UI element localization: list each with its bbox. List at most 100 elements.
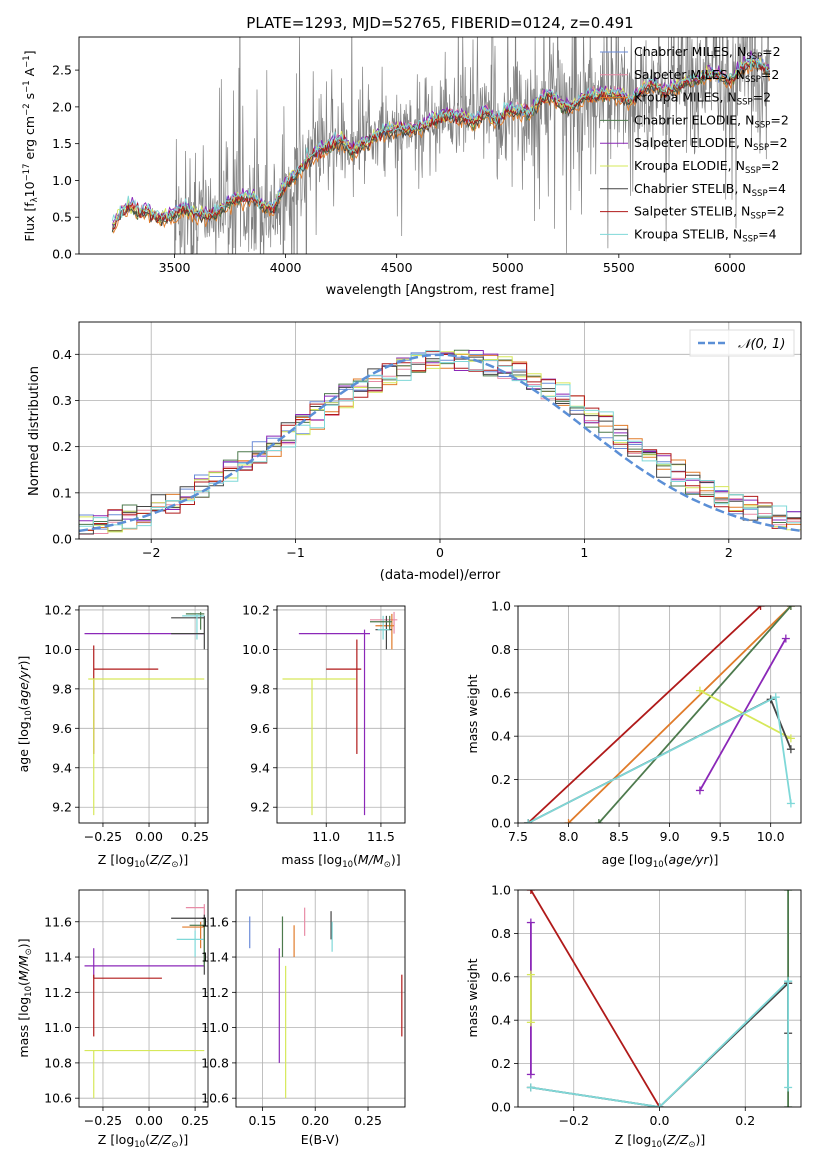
weight-line-chabrier-elodie — [598, 606, 792, 823]
plot-area — [526, 890, 793, 1107]
marker — [784, 1083, 793, 1092]
axes-frame — [78, 36, 802, 255]
x-tick-label: 0.25 — [354, 1113, 382, 1128]
y-tick-label: 0.6 — [491, 969, 511, 984]
y-tick-label: 0.1 — [52, 485, 72, 500]
plot-area — [84, 904, 205, 1099]
legend-box — [689, 329, 795, 357]
error-bar — [189, 918, 205, 966]
plot-area — [249, 907, 403, 1099]
y-tick-label: 9.8 — [250, 681, 270, 696]
x-tick-label: 10.0 — [757, 829, 785, 844]
y-tick-label: 10.8 — [44, 1055, 72, 1070]
y-tick-label: 11.6 — [44, 914, 72, 929]
error-bar — [171, 615, 205, 650]
legend-label: Kroupa ELODIE, NSSP=2 — [634, 158, 779, 176]
marker — [655, 1103, 664, 1107]
x-tick-label: 0.2 — [735, 1113, 755, 1128]
x-tick-label: 3500 — [159, 260, 191, 275]
y-tick-label: 10.6 — [44, 1091, 72, 1106]
x-tick-label: 0.0 — [650, 1113, 670, 1128]
error-bar — [375, 613, 395, 650]
y-tick-label: 2.0 — [52, 99, 72, 114]
marker — [564, 819, 573, 823]
y-tick-label: 9.4 — [250, 760, 270, 775]
marker — [784, 890, 793, 894]
legend-label: Chabrier STELIB, NSSP=4 — [634, 181, 786, 199]
legend-label: Chabrier MILES, NSSP=2 — [634, 44, 781, 62]
x-tick-label: 1 — [580, 545, 588, 560]
x-tick-label: 6000 — [714, 260, 746, 275]
y-tick-label: 10.0 — [44, 642, 72, 657]
error-bar — [377, 615, 390, 640]
weight-vs-age-panel: 7.5 8.0 8.5 9.0 9.5 10.0 0.0 0.2 0.4 0.6 0.8 1.0 age… — [465, 599, 802, 870]
x-tick-label: 11.5 — [367, 829, 395, 844]
y-tick-label: 11.0 — [201, 1020, 229, 1035]
plot-area — [79, 349, 801, 539]
plot-area — [524, 606, 795, 823]
y-tick-label: 11.2 — [44, 985, 72, 1000]
y-tick-label: 9.8 — [52, 681, 72, 696]
grid — [277, 606, 405, 823]
grid — [79, 890, 208, 1107]
x-tick-label: 0.25 — [181, 1113, 209, 1128]
marker — [781, 634, 790, 643]
y-tick-label: 10.2 — [242, 602, 270, 617]
y-tick-label: 0.2 — [491, 1056, 511, 1071]
x-axis-label: wavelength [Angstrom, rest frame] — [326, 283, 555, 298]
weight-vs-metallicity-panel: −0.2 0.0 0.2 0.0 0.2 0.4 0.6 0.8 1.0 Z [log10(Z/Z… — [465, 883, 802, 1150]
x-tick-label: 0.20 — [301, 1113, 329, 1128]
x-tick-label: −0.2 — [559, 1113, 589, 1128]
marker — [524, 819, 533, 823]
y-tick-label: 0.5 — [52, 210, 72, 225]
x-tick-label: 0.15 — [248, 1113, 276, 1128]
y-tick-label: 9.2 — [52, 800, 72, 815]
weight-line-salpeter-stelib — [527, 606, 762, 823]
marker — [526, 890, 535, 894]
x-tick-label: −0.25 — [84, 829, 122, 844]
error-bar — [88, 678, 205, 816]
y-tick-label: 0.8 — [491, 642, 511, 657]
y-tick-label: 11.4 — [44, 950, 72, 965]
y-tick-label: 0.0 — [52, 532, 72, 547]
x-tick-label: 5000 — [492, 260, 524, 275]
marker — [786, 799, 795, 808]
y-tick-label: 0.0 — [491, 816, 511, 831]
axes-frame — [517, 605, 802, 824]
axes-frame — [276, 605, 406, 824]
marker — [784, 1103, 793, 1107]
error-bar — [84, 948, 205, 979]
residual-histogram-panel: −2 −1 0 1 2 0.0 0.1 0.2 0.3 0.4 𝒩(0, 1) (data-model… — [27, 321, 802, 583]
marker — [771, 693, 780, 702]
spectrum-panel: 3500 4000 4500 5000 5500 6000 0.0 0.5 1.0 1.5 2.0 2… — [22, 36, 802, 298]
y-tick-label: 9.6 — [52, 721, 72, 736]
x-tick-label: 0.25 — [181, 829, 209, 844]
x-axis-label: age [log10(age/yr)] — [602, 852, 719, 870]
marker — [526, 918, 535, 927]
weight-line-kroupa-stelib — [527, 695, 792, 823]
x-tick-label: 0.00 — [135, 1113, 163, 1128]
error-bar — [176, 930, 205, 958]
axes-frame — [517, 889, 802, 1108]
plot-area — [111, 37, 771, 254]
x-tick-label: 2 — [725, 545, 733, 560]
age-vs-metallicity-panel: −0.25 0.00 0.25 9.2 9.4 9.6 9.8 10.0 10.2 Z [log1… — [16, 602, 209, 870]
legend-label: Salpeter MILES, NSSP=2 — [634, 67, 779, 85]
axes-frame — [235, 889, 406, 1108]
y-axis-label: Normed distribution — [27, 366, 42, 496]
spectrum-legend: Chabrier MILES, NSSP=2 Salpeter MILES, NS… — [600, 44, 789, 244]
marker — [784, 977, 793, 986]
y-axis-label: age [log10(age/yr)] — [16, 656, 34, 773]
mass-vs-metallicity-panel: −0.25 0.00 0.25 10.6 10.8 11.0 11.2 11.4 11.6 Z [… — [16, 889, 209, 1150]
model-line-kroupa-stelib — [111, 55, 770, 222]
plot-area — [84, 611, 205, 816]
y-tick-label: 10.8 — [201, 1055, 229, 1070]
marker — [526, 1070, 535, 1079]
y-tick-label: 0.4 — [491, 729, 511, 744]
marker — [756, 606, 765, 610]
marker — [695, 786, 704, 795]
weight-line-salpeter-stelib — [530, 890, 661, 1107]
legend-label: Kroupa STELIB, NSSP=4 — [634, 226, 777, 244]
x-axis-label: mass [log10(M/M⊙)] — [281, 852, 400, 870]
